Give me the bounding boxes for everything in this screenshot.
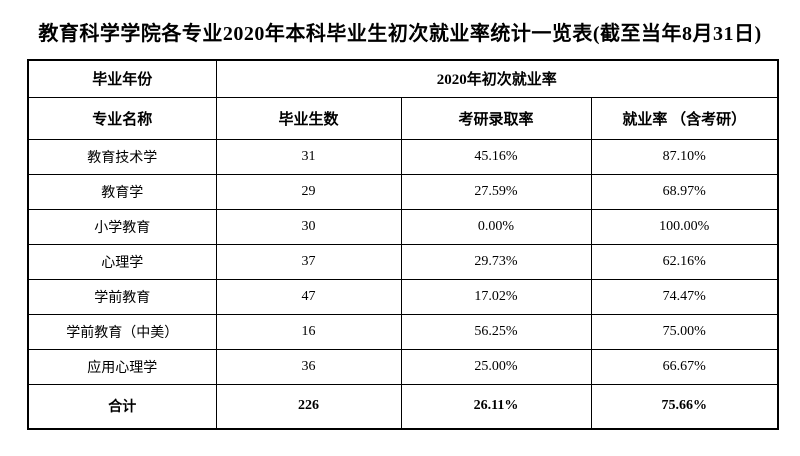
cell-graduates: 36 (215, 348, 402, 385)
cell-employment-rate: 68.97% (590, 173, 779, 210)
table-row: 教育技术学 31 45.16% 87.10% (27, 138, 779, 175)
cell-employment-rate: 75.66% (590, 383, 779, 430)
cell-graduates: 16 (215, 313, 402, 350)
cell-postgrad-rate: 27.59% (400, 173, 592, 210)
cell-major: 合计 (27, 383, 217, 430)
cell-major: 学前教育（中美） (27, 313, 217, 350)
cell-employment-rate: 87.10% (590, 138, 779, 175)
cell-graduates: 30 (215, 208, 402, 245)
header-cell-year: 毕业年份 (27, 59, 217, 98)
table-row-total: 合计 226 26.11% 75.66% (27, 383, 779, 430)
cell-graduates: 29 (215, 173, 402, 210)
cell-graduates: 31 (215, 138, 402, 175)
cell-major: 心理学 (27, 243, 217, 280)
header-row-year: 毕业年份 2020年初次就业率 (27, 59, 779, 98)
table-row: 应用心理学 36 25.00% 66.67% (27, 348, 779, 385)
table-row: 学前教育 47 17.02% 74.47% (27, 278, 779, 315)
table-header: 毕业年份 2020年初次就业率 专业名称 毕业生数 考研录取率 就业率 （含考研… (27, 59, 779, 140)
cell-postgrad-rate: 56.25% (400, 313, 592, 350)
cell-major: 学前教育 (27, 278, 217, 315)
cell-graduates: 37 (215, 243, 402, 280)
header-cell-employment-rate: 就业率 （含考研） (590, 96, 779, 140)
header-row-columns: 专业名称 毕业生数 考研录取率 就业率 （含考研） (27, 96, 779, 140)
cell-postgrad-rate: 0.00% (400, 208, 592, 245)
cell-major: 教育技术学 (27, 138, 217, 175)
table-row: 心理学 37 29.73% 62.16% (27, 243, 779, 280)
cell-major: 教育学 (27, 173, 217, 210)
cell-postgrad-rate: 25.00% (400, 348, 592, 385)
table-body: 教育技术学 31 45.16% 87.10% 教育学 29 27.59% 68.97% 小学教育… (27, 138, 779, 430)
header-cell-group: 2020年初次就业率 (215, 59, 779, 98)
cell-major: 小学教育 (27, 208, 217, 245)
cell-employment-rate: 62.16% (590, 243, 779, 280)
header-cell-graduates: 毕业生数 (215, 96, 402, 140)
cell-postgrad-rate: 17.02% (400, 278, 592, 315)
employment-stats-table: 毕业年份 2020年初次就业率 专业名称 毕业生数 考研录取率 就业率 （含考研… (27, 59, 780, 430)
cell-postgrad-rate: 45.16% (400, 138, 592, 175)
page-title: 教育科学学院各专业2020年本科毕业生初次就业率统计一览表(截至当年8月31日) (38, 23, 762, 45)
cell-employment-rate: 75.00% (590, 313, 779, 350)
table-row: 小学教育 30 0.00% 100.00% (27, 208, 779, 245)
cell-graduates: 226 (215, 383, 402, 430)
header-cell-major: 专业名称 (27, 96, 217, 140)
table-row: 学前教育（中美） 16 56.25% 75.00% (27, 313, 779, 350)
cell-employment-rate: 100.00% (590, 208, 779, 245)
cell-postgrad-rate: 29.73% (400, 243, 592, 280)
cell-postgrad-rate: 26.11% (400, 383, 592, 430)
cell-graduates: 47 (215, 278, 402, 315)
cell-employment-rate: 66.67% (590, 348, 779, 385)
header-cell-postgrad-rate: 考研录取率 (400, 96, 592, 140)
cell-employment-rate: 74.47% (590, 278, 779, 315)
cell-major: 应用心理学 (27, 348, 217, 385)
table-row: 教育学 29 27.59% 68.97% (27, 173, 779, 210)
